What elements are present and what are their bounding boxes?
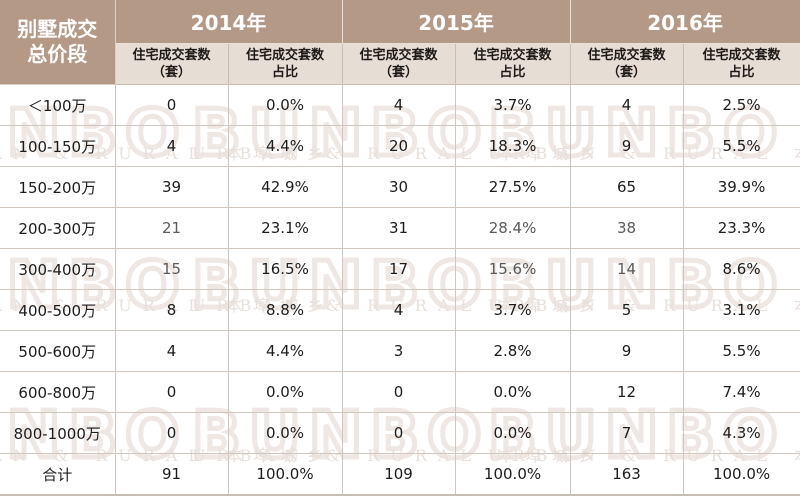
share-2015: 3.7% [455,289,571,331]
share-2014: 42.9% [228,166,343,208]
year-header-row: 别墅成交 总价段 2014年 2015年 2016年 [0,0,800,85]
count-2014: 0 [115,412,229,454]
price-range-label: 200-300万 [0,207,116,249]
count-2016: 7 [570,412,684,454]
count-2014: 4 [115,125,229,167]
count-2015: 3 [342,330,456,372]
share-2014: 4.4% [228,125,343,167]
price-range-label: 400-500万 [0,289,116,331]
share-2016: 7.4% [683,371,800,413]
total-count-2015: 109 [342,453,456,496]
total-count-2016: 163 [570,453,684,496]
share-2014: 0.0% [228,84,343,126]
table-row: 100-150万 4 4.4% 20 18.3% 9 5.5% [0,125,800,167]
table-row: 500-600万 4 4.4% 3 2.8% 9 5.5% [0,330,800,372]
share-2016: 3.1% [683,289,800,331]
count-2015: 30 [342,166,456,208]
price-range-label: 500-600万 [0,330,116,372]
price-range-label: ＜100万 [0,84,116,126]
year-header-2014: 2014年 [115,0,343,44]
share-2015: 0.0% [455,412,571,454]
price-range-label: 600-800万 [0,371,116,413]
share-2015: 0.0% [455,371,571,413]
count-2014: 21 [115,207,229,249]
count-2015: 17 [342,248,456,290]
share-2014: 0.0% [228,412,343,454]
table-row: 600-800万 0 0.0% 0 0.0% 12 7.4% [0,371,800,413]
count-2016: 12 [570,371,684,413]
share-header: 住宅成交套数 占比 [455,43,571,85]
share-2015: 3.7% [455,84,571,126]
price-range-label: 800-1000万 [0,412,116,454]
sub-header-row: 住宅成交套数 （套） 住宅成交套数 占比 住宅成交套数 （套） 住宅成交套数 占… [0,43,800,85]
count-2014: 15 [115,248,229,290]
count-2016: 38 [570,207,684,249]
table-row: 150-200万 39 42.9% 30 27.5% 65 39.9% [0,166,800,208]
count-2015: 20 [342,125,456,167]
count-2016: 65 [570,166,684,208]
total-share-2016: 100.0% [683,453,800,496]
share-2016: 23.3% [683,207,800,249]
count-2014: 4 [115,330,229,372]
share-2016: 5.5% [683,125,800,167]
year-header-2015: 2015年 [342,0,571,44]
count-2014: 8 [115,289,229,331]
total-label: 合计 [0,453,116,496]
share-2015: 2.8% [455,330,571,372]
count-2016: 9 [570,125,684,167]
share-2014: 0.0% [228,371,343,413]
total-share-2015: 100.0% [455,453,571,496]
year-header-2016: 2016年 [570,0,800,44]
count-2015: 31 [342,207,456,249]
count-header: 住宅成交套数 （套） [115,43,229,85]
table-row: 800-1000万 0 0.0% 0 0.0% 7 4.3% [0,412,800,454]
share-2016: 39.9% [683,166,800,208]
table-row: 300-400万 15 16.5% 17 15.6% 14 8.6% [0,248,800,290]
count-2014: 39 [115,166,229,208]
share-2016: 2.5% [683,84,800,126]
total-count-2014: 91 [115,453,229,496]
count-header: 住宅成交套数 （套） [342,43,456,85]
table-row: ＜100万 0 0.0% 4 3.7% 4 2.5% [0,84,800,126]
share-2014: 4.4% [228,330,343,372]
price-range-label: 100-150万 [0,125,116,167]
share-header: 住宅成交套数 占比 [683,43,800,85]
share-2015: 28.4% [455,207,571,249]
count-2014: 0 [115,371,229,413]
price-range-label: 150-200万 [0,166,116,208]
share-2016: 8.6% [683,248,800,290]
total-row: 合计 91 100.0% 109 100.0% 163 100.0% [0,453,800,496]
count-header: 住宅成交套数 （套） [570,43,684,85]
share-2015: 15.6% [455,248,571,290]
share-header: 住宅成交套数 占比 [228,43,343,85]
price-range-header: 别墅成交 总价段 [0,0,116,85]
price-range-label: 300-400万 [0,248,116,290]
count-2015: 0 [342,371,456,413]
count-2015: 4 [342,289,456,331]
count-2014: 0 [115,84,229,126]
share-2015: 27.5% [455,166,571,208]
share-2014: 16.5% [228,248,343,290]
count-2016: 14 [570,248,684,290]
count-2015: 0 [342,412,456,454]
table-row: 400-500万 8 8.8% 4 3.7% 5 3.1% [0,289,800,331]
share-2015: 18.3% [455,125,571,167]
share-2014: 8.8% [228,289,343,331]
count-2016: 9 [570,330,684,372]
share-2014: 23.1% [228,207,343,249]
count-2016: 4 [570,84,684,126]
share-2016: 5.5% [683,330,800,372]
count-2015: 4 [342,84,456,126]
table-row: 200-300万 21 23.1% 31 28.4% 38 23.3% [0,207,800,249]
count-2016: 5 [570,289,684,331]
share-2016: 4.3% [683,412,800,454]
total-share-2014: 100.0% [228,453,343,496]
